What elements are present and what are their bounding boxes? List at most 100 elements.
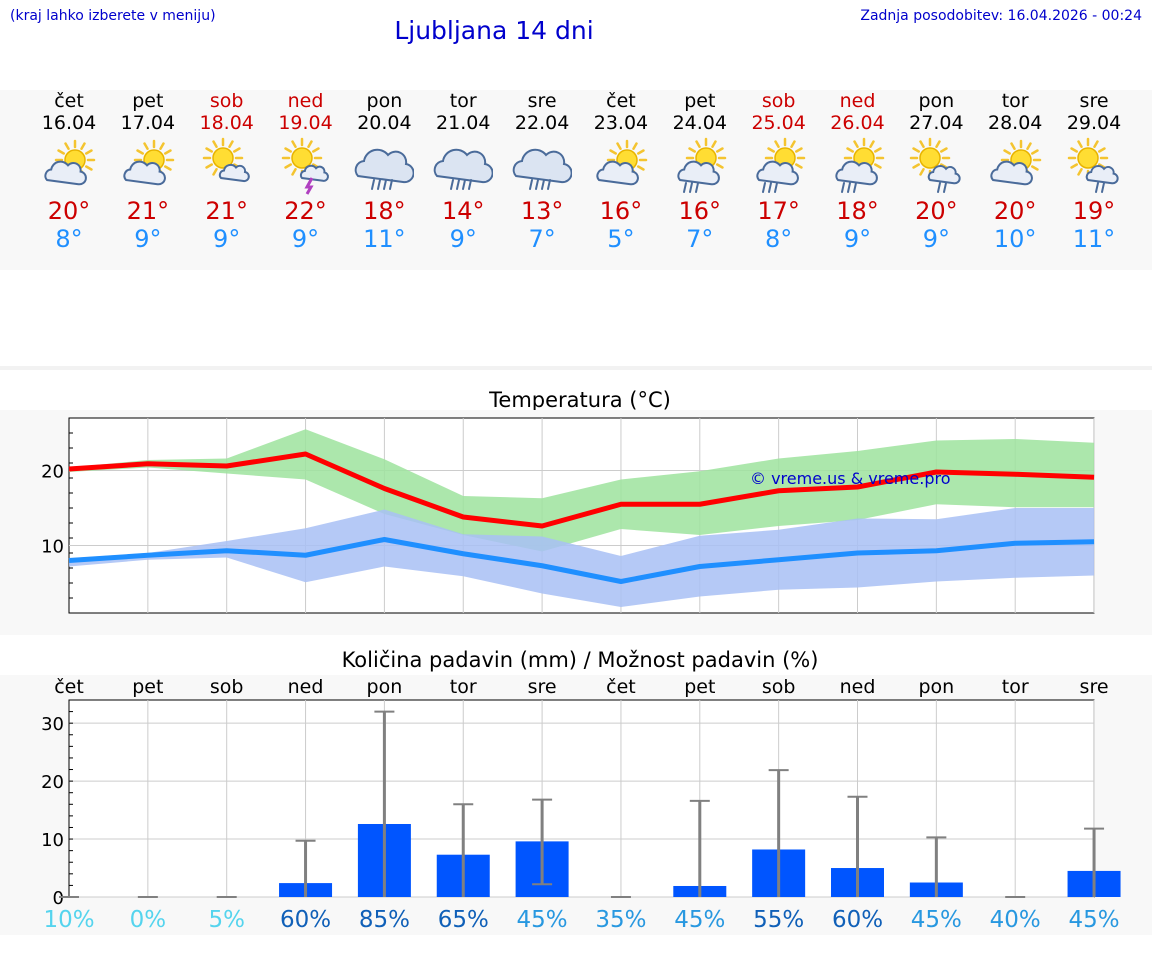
probability-label: 35% bbox=[595, 907, 646, 933]
precipitation-chart-title: Količina padavin (mm) / Možnost padavin … bbox=[341, 648, 819, 672]
day-date: 28.04 bbox=[987, 112, 1043, 134]
day-name: ned bbox=[839, 90, 876, 112]
max-temperature: 20° bbox=[915, 197, 958, 225]
max-temperature: 20° bbox=[993, 197, 1037, 225]
sun-small-cloud-rain-icon bbox=[910, 137, 961, 193]
error-bar bbox=[295, 839, 316, 897]
day-name: pet bbox=[132, 90, 164, 112]
error-bar bbox=[926, 836, 947, 897]
day-date: 24.04 bbox=[672, 112, 727, 134]
max-temperature-line bbox=[68, 451, 1095, 529]
sun-small-cloud-icon bbox=[202, 137, 250, 183]
x-tick-label: sob bbox=[762, 676, 796, 698]
probability-label: 0% bbox=[130, 907, 167, 933]
divider bbox=[0, 366, 1152, 370]
y-tick-label: 10 bbox=[41, 537, 64, 558]
page-title: Ljubljana 14 dni bbox=[394, 16, 594, 45]
location-menu-hint[interactable]: (kraj lahko izberete v meniju) bbox=[10, 8, 216, 24]
max-temperature: 18° bbox=[363, 197, 406, 225]
error-bar bbox=[768, 769, 789, 897]
max-temperature: 19° bbox=[1072, 197, 1116, 225]
min-temperature: 5° bbox=[607, 225, 635, 253]
max-temperature: 22° bbox=[284, 197, 327, 225]
plot-area bbox=[68, 699, 1095, 898]
temperature-chart-title: Temperatura (°C) bbox=[489, 388, 671, 412]
sun-cloud-rain-icon bbox=[677, 137, 727, 193]
x-tick-label: ned bbox=[840, 676, 876, 698]
day-name: tor bbox=[449, 90, 477, 112]
error-bar bbox=[453, 803, 474, 897]
partly-cloudy-icon bbox=[44, 139, 96, 186]
day-date: 26.04 bbox=[830, 112, 885, 134]
day-date: 20.04 bbox=[357, 112, 412, 134]
max-temperature: 18° bbox=[836, 197, 879, 225]
error-bar bbox=[847, 795, 868, 897]
x-tick-label: pet bbox=[132, 676, 163, 698]
probability-label: 55% bbox=[753, 907, 804, 933]
cloud-rain-icon bbox=[512, 148, 573, 190]
partly-cloudy-icon bbox=[596, 139, 648, 186]
max-temperature: 16° bbox=[678, 197, 722, 225]
day-date: 18.04 bbox=[199, 112, 254, 134]
x-tick-label: ned bbox=[288, 676, 324, 698]
day-name: tor bbox=[1001, 90, 1029, 112]
y-tick-label: 10 bbox=[41, 830, 64, 851]
x-tick-label: tor bbox=[1002, 676, 1029, 698]
probability-label: 40% bbox=[990, 907, 1041, 933]
partly-cloudy-icon bbox=[123, 139, 175, 186]
day-date: 25.04 bbox=[751, 112, 806, 134]
probability-label: 45% bbox=[911, 907, 962, 933]
min-temperature: 9° bbox=[213, 225, 241, 253]
day-name: sre bbox=[1079, 90, 1109, 112]
x-tick-label: pon bbox=[918, 676, 954, 698]
last-update-label: Zadnja posodobitev: 16.04.2026 - 00:24 bbox=[860, 8, 1142, 24]
min-temperature: 8° bbox=[55, 225, 83, 253]
day-date: 19.04 bbox=[278, 112, 333, 134]
day-name: pon bbox=[366, 90, 403, 112]
cloud-rain-icon bbox=[433, 148, 494, 190]
y-tick-label: 0 bbox=[53, 888, 64, 909]
probability-label: 60% bbox=[832, 907, 883, 933]
x-tick-label: čet bbox=[606, 676, 636, 698]
probability-label: 5% bbox=[208, 907, 245, 933]
sun-small-cloud-rain-icon bbox=[1067, 137, 1119, 193]
partly-cloudy-icon bbox=[990, 139, 1042, 186]
day-date: 22.04 bbox=[514, 112, 570, 134]
watermark: © vreme.us & vreme.pro bbox=[750, 469, 951, 488]
probability-label: 60% bbox=[280, 907, 331, 933]
day-name: sre bbox=[527, 90, 557, 112]
cloud-rain-icon bbox=[355, 148, 415, 190]
max-temperature: 13° bbox=[520, 197, 564, 225]
day-name: čet bbox=[606, 90, 636, 112]
day-name: pon bbox=[918, 90, 955, 112]
min-temperature: 11° bbox=[363, 225, 406, 253]
precipitation-chart: čet pet sob ned pon tor sre čet pet sob ned pon tor s… bbox=[41, 676, 1121, 933]
probability-label: 45% bbox=[1068, 907, 1119, 933]
error-bar bbox=[532, 798, 553, 886]
temperature-chart: 10 20 © vreme.us & vreme.pro bbox=[41, 417, 1095, 614]
error-bar bbox=[374, 710, 395, 897]
probability-label: 45% bbox=[674, 907, 725, 933]
min-temperature: 11° bbox=[1072, 225, 1116, 253]
sun-cloud-rain-icon bbox=[756, 137, 805, 193]
max-temperature: 17° bbox=[757, 197, 800, 225]
x-tick-label: pon bbox=[367, 676, 403, 698]
probability-label: 65% bbox=[438, 907, 489, 933]
day-name: čet bbox=[54, 90, 84, 112]
day-date: 29.04 bbox=[1066, 112, 1122, 134]
day-name: ned bbox=[287, 90, 324, 112]
day-date: 21.04 bbox=[436, 112, 491, 134]
min-temperature: 7° bbox=[528, 225, 556, 253]
x-tick-label: sob bbox=[210, 676, 244, 698]
min-temperature-line bbox=[68, 537, 1095, 584]
error-bar bbox=[689, 799, 710, 897]
sun-cloud-rain-icon bbox=[834, 137, 884, 193]
min-temperature: 9° bbox=[843, 225, 872, 253]
x-tick-label: sre bbox=[528, 676, 557, 698]
x-tick-label: pet bbox=[684, 676, 715, 698]
probability-label: 10% bbox=[43, 907, 94, 933]
day-date: 23.04 bbox=[593, 112, 649, 134]
x-tick-label: čet bbox=[54, 676, 84, 698]
max-range-band bbox=[69, 429, 1095, 552]
day-name: sob bbox=[761, 90, 796, 112]
